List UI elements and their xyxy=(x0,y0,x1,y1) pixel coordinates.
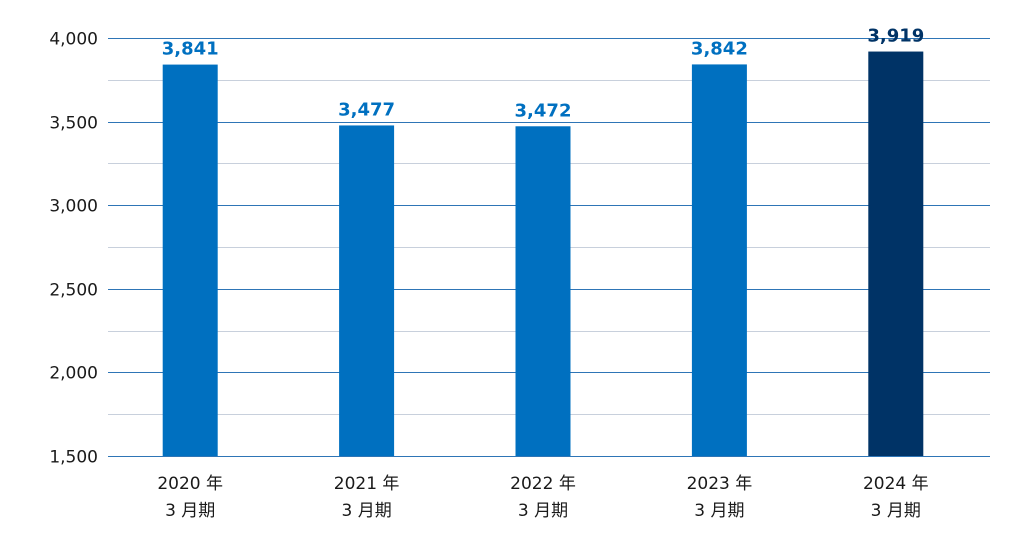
data-label: 3,842 xyxy=(691,38,748,59)
data-label: 3,841 xyxy=(162,39,219,60)
bar xyxy=(515,126,571,456)
bar xyxy=(162,64,218,456)
bar xyxy=(868,51,924,456)
x-tick-label: 2024 年 xyxy=(863,474,929,494)
y-tick-label: 1,500 xyxy=(49,448,98,468)
x-tick-label: 3 月期 xyxy=(518,501,568,521)
x-tick-label: 3 月期 xyxy=(694,501,744,521)
data-label: 3,477 xyxy=(338,99,395,120)
x-tick-label: 2022 年 xyxy=(510,474,576,494)
x-tick-label: 3 月期 xyxy=(165,501,215,521)
x-tick-label: 2021 年 xyxy=(334,474,400,494)
y-tick-label: 2,000 xyxy=(49,364,98,384)
data-label: 3,472 xyxy=(515,100,572,121)
x-tick-label: 3 月期 xyxy=(341,501,391,521)
x-tick-label: 2023 年 xyxy=(687,474,753,494)
y-tick-label: 3,500 xyxy=(49,114,98,134)
y-tick-label: 3,000 xyxy=(49,197,98,217)
data-label: 3,919 xyxy=(867,26,924,47)
x-tick-label: 2020 年 xyxy=(157,474,223,494)
y-tick-label: 4,000 xyxy=(49,30,98,50)
x-tick-label: 3 月期 xyxy=(871,501,921,521)
bar xyxy=(339,125,395,456)
bar xyxy=(691,64,747,456)
y-tick-label: 2,500 xyxy=(49,281,98,301)
